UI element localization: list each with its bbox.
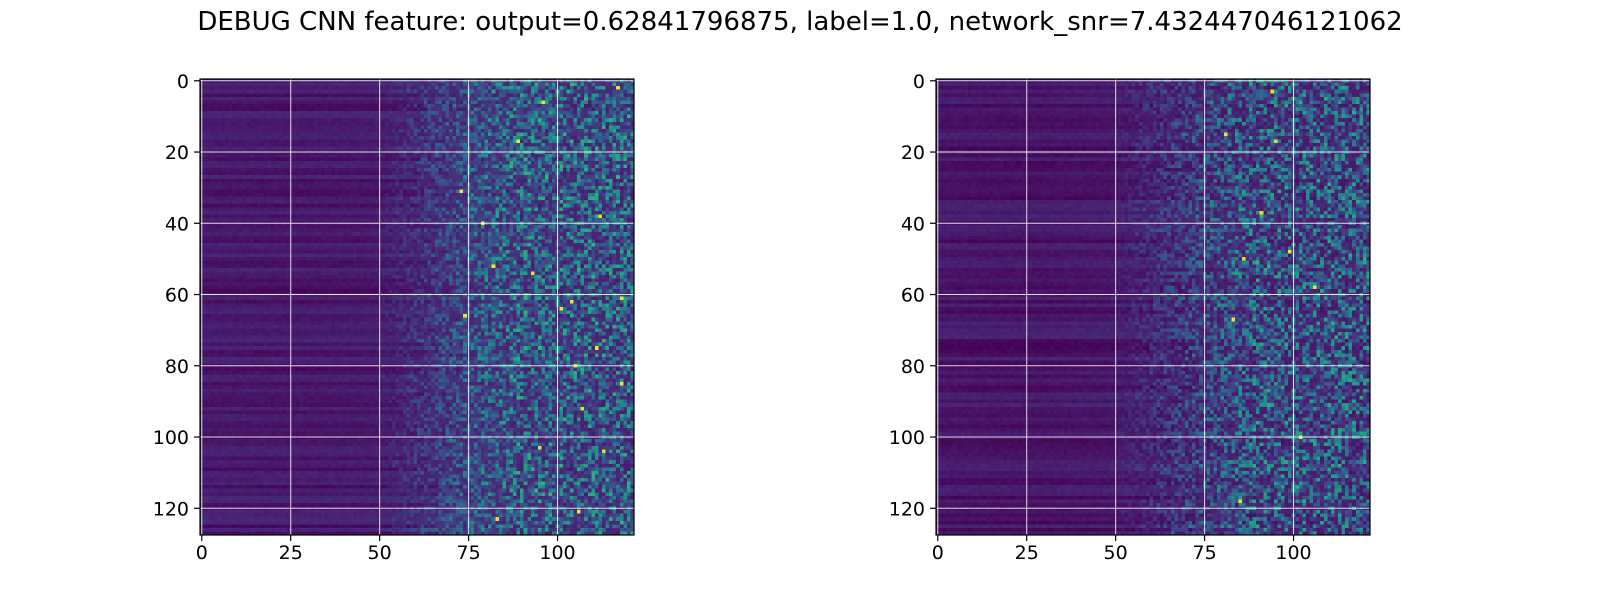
x-tick-label: 50 bbox=[368, 542, 392, 564]
heatmap-panel-left: 0 25 50 75 100 0 20 40 60 80 100 120 bbox=[153, 71, 635, 564]
x-tick-label: 0 bbox=[196, 542, 208, 564]
y-tick-label: 120 bbox=[889, 498, 925, 520]
x-tick-label: 100 bbox=[539, 542, 575, 564]
figure-title: DEBUG CNN feature: output=0.62841796875,… bbox=[197, 7, 1403, 37]
heatmap-panel-right: 0 25 50 75 100 0 20 40 60 80 100 120 bbox=[889, 71, 1371, 564]
y-tick-label: 80 bbox=[165, 356, 189, 378]
x-tick-label: 50 bbox=[1104, 542, 1128, 564]
y-tick-label: 100 bbox=[153, 427, 189, 449]
axes-frame bbox=[199, 78, 635, 536]
y-tick-label: 60 bbox=[165, 285, 189, 307]
x-tick-label: 25 bbox=[1015, 542, 1039, 564]
x-tick-label: 75 bbox=[456, 542, 480, 564]
y-tick-label: 0 bbox=[177, 71, 189, 93]
y-tick-label: 20 bbox=[165, 142, 189, 164]
heatmap-cells bbox=[936, 79, 1370, 535]
y-tick-label: 120 bbox=[153, 498, 189, 520]
y-tick-label: 100 bbox=[889, 427, 925, 449]
y-tick-label: 60 bbox=[901, 285, 925, 307]
x-tick-label: 75 bbox=[1192, 542, 1216, 564]
y-tick-label: 20 bbox=[901, 142, 925, 164]
axes-frame bbox=[935, 78, 1371, 536]
x-tick-label: 0 bbox=[932, 542, 944, 564]
x-tick-label: 100 bbox=[1275, 542, 1311, 564]
y-tick-label: 0 bbox=[913, 71, 925, 93]
x-tick-label: 25 bbox=[279, 542, 303, 564]
y-tick-label: 80 bbox=[901, 356, 925, 378]
y-tick-label: 40 bbox=[165, 213, 189, 235]
heatmap-cells bbox=[200, 79, 634, 535]
y-tick-label: 40 bbox=[901, 213, 925, 235]
